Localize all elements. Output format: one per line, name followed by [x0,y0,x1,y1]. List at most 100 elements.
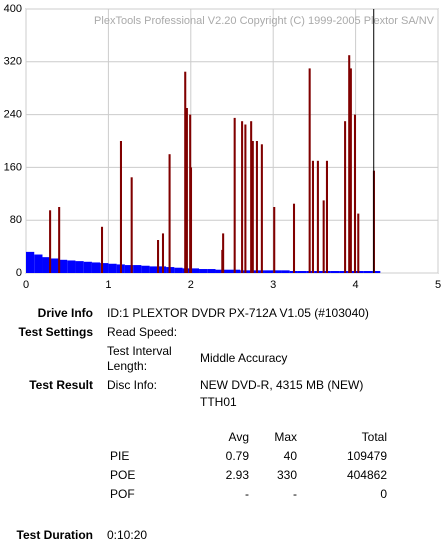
bar [322,200,325,273]
stats-value: 404862 [346,468,387,482]
bar [344,121,347,273]
bar [353,114,357,273]
x-tick-label: 5 [435,279,441,291]
x-tick-label: 3 [270,279,276,291]
bar [215,269,224,273]
bar [168,154,171,273]
y-tick-label: 320 [4,56,22,68]
info-value: NEW DVD-R, 4315 MB (NEW) [200,378,364,392]
x-tick-label: 0 [23,279,29,291]
bar [372,271,381,273]
bar [348,55,351,274]
info-label: Drive Info [37,306,93,320]
bar [34,254,43,273]
y-tick-label: 400 [4,3,22,15]
stats-value: 0 [380,487,387,501]
bar [157,240,160,273]
info-value: ID:1 PLEXTOR DVDR PX-712A V1.05 (#103040… [107,306,369,320]
bar [190,268,200,273]
stats-header: Total [361,430,387,444]
chart: 0 80 160 240 320 400 0 1 2 3 4 5 PlexTools Professio… [4,3,441,291]
bar [316,160,319,273]
bar [133,265,142,273]
bar [199,269,208,273]
bar [91,262,101,273]
bar [264,270,274,273]
bar [222,233,225,273]
bar [232,269,241,273]
bar [83,261,92,273]
bar [50,258,59,273]
x-tick-label: 1 [105,279,111,291]
bar [67,260,76,273]
bar [157,266,167,273]
bar [174,267,183,273]
stats-header: Max [274,430,297,444]
bar [273,270,282,273]
bar [233,117,236,274]
watermark: PlexTools Professional V2.20 Copyright (… [94,15,435,27]
stats-value: 330 [276,468,297,482]
bar [42,257,51,273]
bar [311,160,314,273]
bar [357,213,360,273]
bar [244,124,247,273]
stats-value: - [293,487,297,501]
bar [255,141,258,273]
bar [223,269,232,273]
bar [185,108,188,273]
bar [207,269,216,273]
bar [363,271,373,273]
bar [349,68,352,274]
x-tick-label: 2 [188,279,194,291]
bar [100,263,109,273]
info-value: Disc Info: [107,378,158,392]
info-label: Test Settings [18,325,93,339]
stats-value: 40 [283,449,297,463]
x-tick-label: 4 [353,279,359,291]
bar [292,203,296,273]
plot-area [25,8,439,274]
stats-row-label: POF [110,487,135,501]
stats-value: - [245,487,249,501]
info-value: TTH01 [200,395,237,409]
y-tick-label: 160 [4,161,22,173]
stats-row-label: PIE [110,449,130,463]
bar [161,233,165,273]
bar [26,251,35,273]
info-value: Test Interval Length: [107,344,172,373]
info-value: Middle Accuracy [200,351,288,365]
bar [297,271,307,273]
bar [355,271,364,273]
bar [100,226,104,273]
bar [250,121,253,273]
duration-label: Test Duration [16,528,93,542]
bar [325,160,328,273]
bar [184,71,187,273]
bar [281,270,290,273]
bar [124,265,134,273]
info-label: Test Result [29,378,93,392]
y-tick-label: 80 [10,214,22,226]
bar [141,265,150,273]
bar [308,68,311,274]
duration-value: 0:10:20 [107,528,148,542]
y-tick-label: 240 [4,109,22,121]
bar [260,144,263,273]
info-value: Read Speed: [107,325,178,339]
bar [241,121,244,273]
bar [330,271,340,273]
bar [108,263,117,273]
bar [149,266,158,273]
stats-value: 109479 [346,449,387,463]
stats-value: 0.79 [225,449,249,463]
bar [189,167,193,273]
y-tick-label: 0 [16,267,22,279]
bar [49,210,52,273]
bar [119,141,122,273]
stats-value: 2.93 [225,468,249,482]
bar [339,271,348,273]
stats-header: Avg [228,430,249,444]
bar [273,207,276,273]
